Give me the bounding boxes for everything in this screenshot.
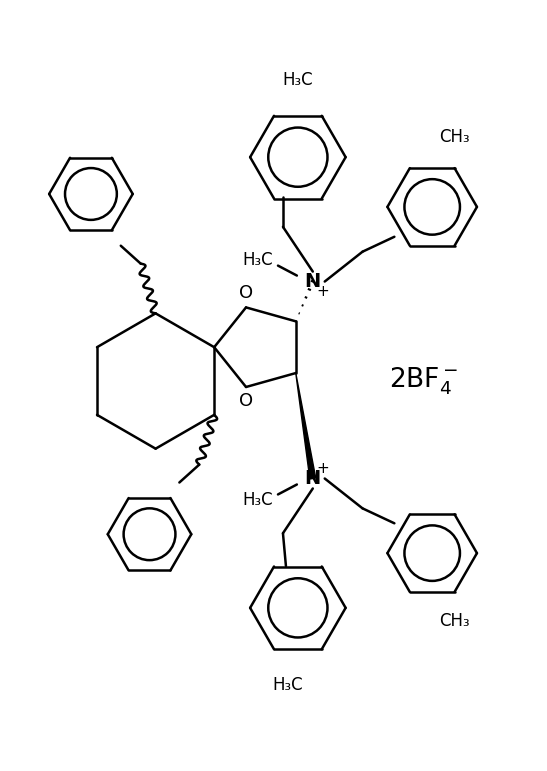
Text: CH₃: CH₃ [439, 612, 469, 630]
Text: +: + [316, 284, 329, 299]
Text: H₃C: H₃C [243, 491, 274, 510]
Text: N: N [305, 469, 321, 488]
Text: H₃C: H₃C [283, 71, 313, 89]
Text: 2BF$_4^-$: 2BF$_4^-$ [389, 365, 459, 397]
Text: N: N [305, 272, 321, 291]
Text: O: O [239, 284, 253, 302]
Polygon shape [296, 373, 316, 479]
Text: CH₃: CH₃ [439, 128, 469, 146]
Text: +: + [316, 461, 329, 476]
Text: H₃C: H₃C [243, 251, 274, 268]
Text: H₃C: H₃C [272, 676, 303, 695]
Text: O: O [239, 392, 253, 410]
